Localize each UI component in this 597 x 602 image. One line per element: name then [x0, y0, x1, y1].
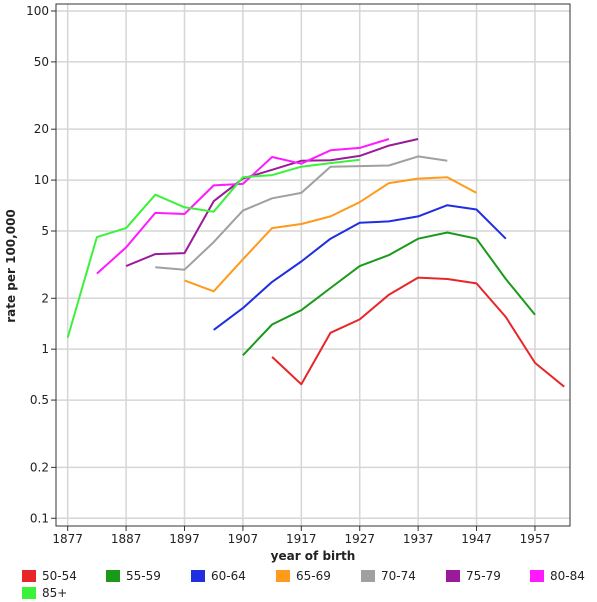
- legend-swatch: [22, 570, 36, 582]
- legend-swatch: [361, 570, 375, 582]
- y-axis-title: rate per 100,000: [4, 209, 18, 323]
- grid: [56, 4, 570, 526]
- legend-item-85+: 85+: [22, 586, 67, 600]
- y-tick-label: 10: [34, 173, 49, 187]
- series-line-80-84: [96, 138, 390, 275]
- x-axis-title: year of birth: [271, 549, 356, 563]
- legend-label: 85+: [42, 586, 67, 600]
- x-tick-label: 1887: [111, 532, 142, 546]
- legend-item-65-69: 65-69: [276, 569, 331, 583]
- legend-swatch: [191, 570, 205, 582]
- legend-swatch: [276, 570, 290, 582]
- y-tick-label: 0.1: [30, 511, 49, 525]
- legend-label: 80-84: [550, 569, 585, 583]
- legend-label: 75-79: [466, 569, 501, 583]
- legend-label: 60-64: [211, 569, 246, 583]
- y-tick-label: 5: [41, 224, 49, 238]
- y-tick-label: 0.5: [30, 393, 49, 407]
- x-tick-label: 1907: [228, 532, 259, 546]
- legend-item-50-54: 50-54: [22, 569, 77, 583]
- legend-item-55-59: 55-59: [106, 569, 161, 583]
- y-tick-label: 20: [34, 122, 49, 136]
- x-tick-label: 1957: [520, 532, 551, 546]
- x-axis: 1877 1887 1897 1907 1917 1927 1937 1947 1957: [52, 526, 550, 546]
- series-line-70-74: [155, 155, 448, 271]
- y-tick-label: 50: [34, 55, 49, 69]
- legend-swatch: [106, 570, 120, 582]
- series-line-60-64: [213, 204, 507, 331]
- y-tick-label: 0.2: [30, 460, 49, 474]
- x-tick-label: 1917: [286, 532, 317, 546]
- legend-item-80-84: 80-84: [530, 569, 585, 583]
- legend-label: 50-54: [42, 569, 77, 583]
- series-lines: [66, 138, 565, 388]
- legend-label: 55-59: [126, 569, 161, 583]
- legend-swatch: [446, 570, 460, 582]
- x-tick-label: 1897: [169, 532, 200, 546]
- legend-label: 65-69: [296, 569, 331, 583]
- legend-item-75-79: 75-79: [446, 569, 501, 583]
- legend: 50-54 55-59 60-64 65-69 70-74 75-79 80-84 85+: [22, 569, 585, 600]
- legend-item-60-64: 60-64: [191, 569, 246, 583]
- legend-swatch: [530, 570, 544, 582]
- legend-swatch: [22, 587, 36, 599]
- legend-label: 70-74: [381, 569, 416, 583]
- y-tick-label: 100: [26, 4, 49, 18]
- x-tick-label: 1877: [52, 532, 83, 546]
- series-line-65-69: [184, 176, 477, 293]
- series-line-75-79: [125, 138, 419, 268]
- x-tick-label: 1937: [403, 532, 434, 546]
- x-tick-label: 1947: [461, 532, 492, 546]
- y-tick-label: 1: [41, 342, 49, 356]
- x-tick-label: 1927: [344, 532, 375, 546]
- plot-frame: [55, 3, 571, 527]
- series-line-50-54: [271, 276, 565, 388]
- series-line-85+: [66, 158, 360, 338]
- legend-item-70-74: 70-74: [361, 569, 416, 583]
- y-tick-label: 2: [41, 291, 49, 305]
- series-line-55-59: [242, 231, 536, 356]
- y-axis: 0.1 0.2 0.5 1 2 5 10 20 50 100: [26, 4, 56, 525]
